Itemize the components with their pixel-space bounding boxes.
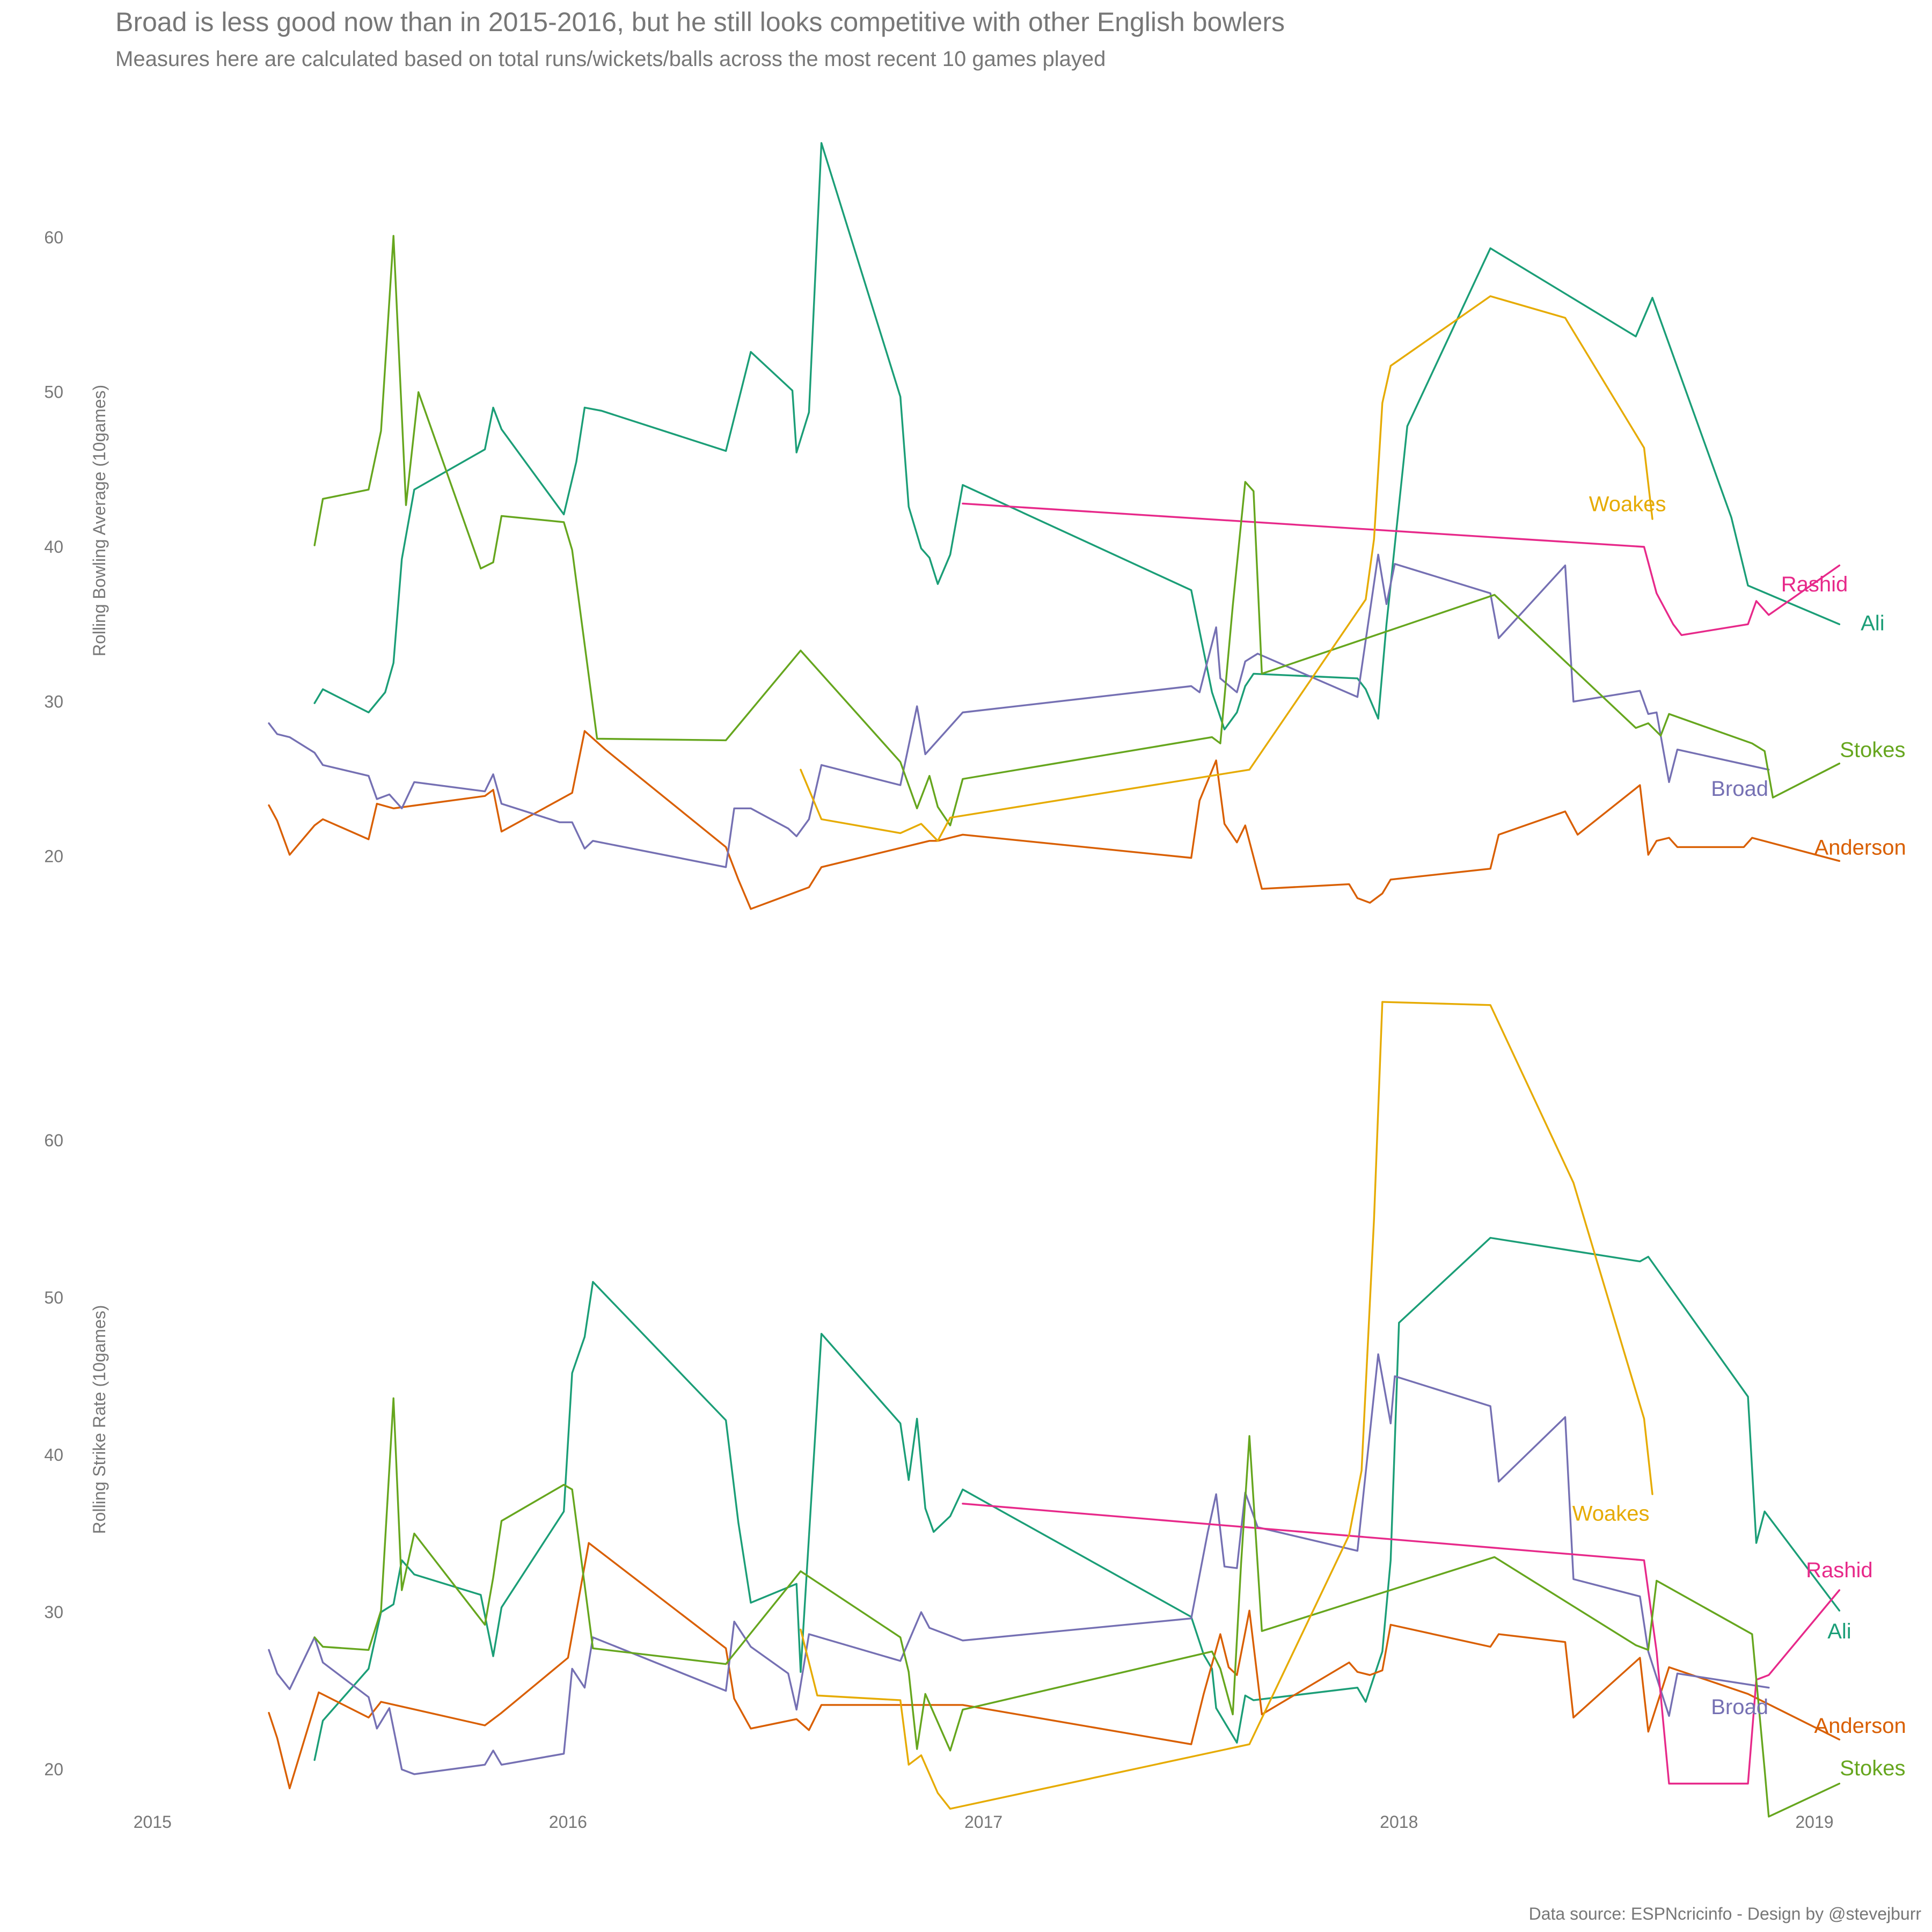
y-axis-title-average: Rolling Bowling Average (10games) [90, 385, 109, 656]
series-line-anderson-average [268, 730, 1841, 910]
series-line-broad-average [268, 553, 1770, 868]
series-label-rashid-average: Rashid [1781, 573, 1848, 596]
data-source-caption: Data source: ESPNcricinfo - Design by @s… [1528, 1904, 1921, 1923]
y-tick-label-average: 60 [44, 228, 63, 247]
y-tick-label-strike-rate: 60 [44, 1131, 63, 1150]
series-line-stokes-average [313, 235, 1841, 826]
y-tick-label-strike-rate: 30 [44, 1602, 63, 1622]
x-tick-label: 2016 [549, 1812, 587, 1832]
series-label-anderson-average: Anderson [1814, 836, 1906, 859]
series-line-ali-average [313, 142, 1841, 730]
series-label-broad-average: Broad [1711, 777, 1768, 801]
series-line-broad-strike-rate [268, 1353, 1770, 1775]
x-tick-label: 2018 [1380, 1812, 1418, 1832]
series-line-anderson-strike-rate [268, 1542, 1841, 1789]
x-tick-label: 2017 [964, 1812, 1002, 1832]
y-tick-label-average: 40 [44, 537, 63, 557]
series-label-ali-strike-rate: Ali [1827, 1620, 1851, 1643]
series-label-rashid-strike-rate: Rashid [1806, 1558, 1873, 1582]
chart-subtitle: Measures here are calculated based on to… [115, 47, 1106, 71]
series-label-stokes-average: Stokes [1840, 738, 1905, 762]
x-tick-label: 2015 [134, 1812, 172, 1832]
series-line-woakes-average [800, 295, 1653, 842]
series-label-stokes-strike-rate: Stokes [1840, 1757, 1905, 1780]
y-tick-label-average: 20 [44, 847, 63, 866]
series-line-rashid-strike-rate [962, 1503, 1841, 1785]
series-label-ali-average: Ali [1861, 611, 1884, 635]
series-label-broad-strike-rate: Broad [1711, 1695, 1768, 1719]
y-tick-label-strike-rate: 40 [44, 1445, 63, 1465]
y-tick-label-average: 50 [44, 383, 63, 402]
y-tick-label-average: 30 [44, 692, 63, 711]
y-tick-label-strike-rate: 50 [44, 1288, 63, 1307]
series-line-stokes-strike-rate [313, 1397, 1841, 1818]
series-line-rashid-average [962, 502, 1841, 636]
series-label-woakes-strike-rate: Woakes [1572, 1502, 1650, 1525]
series-line-ali-strike-rate [313, 1236, 1841, 1761]
y-axis-title-strike-rate: Rolling Strike Rate (10games) [90, 1305, 109, 1534]
series-line-woakes-strike-rate [800, 1001, 1653, 1810]
chart-title: Broad is less good now than in 2015-2016… [115, 7, 1285, 37]
y-tick-label-strike-rate: 20 [44, 1760, 63, 1779]
series-label-woakes-average: Woakes [1589, 492, 1666, 516]
series-label-anderson-strike-rate: Anderson [1814, 1714, 1906, 1738]
x-tick-label: 2019 [1795, 1812, 1833, 1832]
